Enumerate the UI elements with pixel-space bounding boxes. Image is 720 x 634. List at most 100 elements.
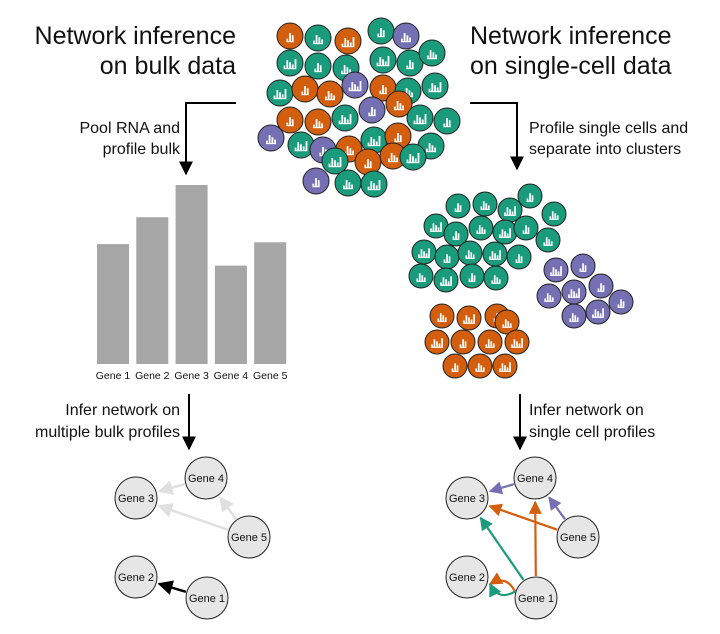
bulk-infer-label-line1: Infer network on [65, 402, 180, 419]
bulk-profile-label-line1: Pool RNA and [79, 120, 180, 137]
node-g2 [114, 555, 158, 599]
node-g4 [184, 456, 228, 500]
cell-icon [385, 90, 413, 118]
bar-gene-1 [97, 244, 129, 364]
node-label: Gene 5 [231, 532, 267, 544]
cell-icon [570, 253, 596, 279]
cell-icon [535, 227, 561, 253]
sc-profile-label-line2: separate into clusters [529, 141, 681, 158]
cell-icon [334, 169, 362, 197]
bar-gene-2 [136, 217, 169, 364]
cell-icon [561, 303, 587, 329]
cell-icon [423, 213, 449, 239]
cell-icon [276, 106, 304, 134]
sc-infer-label-line1: Infer network on [529, 402, 644, 419]
bar-tick-label: Gene 4 [214, 370, 249, 382]
cell-icon [291, 75, 319, 103]
cell-icon [369, 46, 397, 74]
cell-icon [304, 24, 332, 52]
cell-icon [276, 22, 304, 50]
cell-icon [588, 273, 614, 299]
cell-icon [477, 329, 503, 355]
edge-g5-to-g4 [219, 496, 238, 520]
cell-icon [341, 71, 369, 99]
cell-icon [384, 122, 412, 150]
cell-icon [445, 193, 471, 219]
cell-icon [468, 215, 494, 241]
cell-icon [456, 305, 482, 331]
cell-icon [459, 263, 485, 289]
edge-g5-to-g4 [548, 496, 566, 520]
edge-g1-to-g3 [479, 516, 525, 581]
bulk-bar-chart: Gene 1 Gene 2 Gene 3 Gene 4 Gene 5 [96, 185, 288, 382]
node-g4 [513, 456, 557, 500]
cell-icon [585, 299, 611, 325]
cell-icon [367, 17, 395, 45]
cell-icon [304, 108, 332, 136]
edge-g5-to-g3 [157, 503, 229, 531]
node-g1 [514, 576, 558, 620]
sc-profile-label-line1: Profile single cells and [529, 120, 688, 137]
cell-icon [434, 244, 460, 270]
sc-title-line2: on single-cell data [470, 52, 672, 80]
node-label: Gene 4 [188, 473, 224, 485]
cell-icon [482, 241, 508, 267]
cell-icon [316, 80, 344, 108]
node-g5 [227, 515, 271, 559]
node-label: Gene 3 [118, 493, 154, 505]
cell-icon [450, 329, 476, 355]
cell-icon [411, 239, 437, 265]
sc-profile-arrow [470, 102, 524, 171]
edge-g1-to-g2 [489, 582, 516, 598]
cell-icon [424, 329, 450, 355]
bulk-infer-label-line2: multiple bulk profiles [35, 424, 180, 441]
cell-icon [433, 107, 461, 135]
node-g1 [185, 576, 229, 620]
cell-icon [421, 72, 449, 100]
node-label: Gene 1 [518, 593, 554, 605]
mixed-cell-population [257, 17, 461, 198]
cell-icon [506, 244, 532, 270]
sc-infer-label-line2: single cell profiles [529, 424, 655, 441]
node-label: Gene 2 [449, 572, 485, 584]
cell-icon [517, 183, 543, 209]
cell-icon [561, 279, 587, 305]
cell-icon [442, 353, 468, 379]
cell-icon [257, 124, 285, 152]
sc-title-line1: Network inference [470, 22, 671, 50]
bulk-profile-label-line2: profile bulk [103, 141, 181, 158]
cell-icon [536, 283, 562, 309]
cell-icon [408, 263, 434, 289]
cell-icon [302, 167, 330, 195]
bulk-pool-arrow [179, 102, 236, 176]
node-g2 [445, 555, 489, 599]
cell-icon [287, 131, 315, 159]
cell-icon [494, 309, 520, 335]
bulk-title-line2: on bulk data [100, 52, 236, 80]
cell-icon [399, 143, 427, 171]
cell-icon [541, 201, 567, 227]
node-label: Gene 2 [118, 572, 154, 584]
cell-icon [360, 170, 388, 198]
cell-icon [492, 353, 518, 379]
cell-icon [331, 104, 359, 132]
bar-tick-label: Gene 1 [96, 370, 131, 382]
cell-icon [504, 329, 530, 355]
bar-gene-5 [254, 242, 287, 364]
cell-icon [483, 265, 509, 291]
node-g5 [556, 515, 600, 559]
bar-gene-3 [175, 185, 208, 364]
edge-g4-to-g3 [488, 481, 515, 495]
bar-tick-label: Gene 2 [135, 370, 170, 382]
cell-icon [433, 267, 459, 293]
cell-icon [266, 79, 294, 107]
cell-icon [457, 240, 483, 266]
cell-clusters [408, 183, 634, 379]
cell-icon [358, 96, 386, 124]
node-label: Gene 4 [517, 473, 553, 485]
edge-g1-to-g2 [157, 580, 187, 595]
bar-gene-4 [214, 265, 247, 364]
cell-icon [360, 126, 388, 154]
